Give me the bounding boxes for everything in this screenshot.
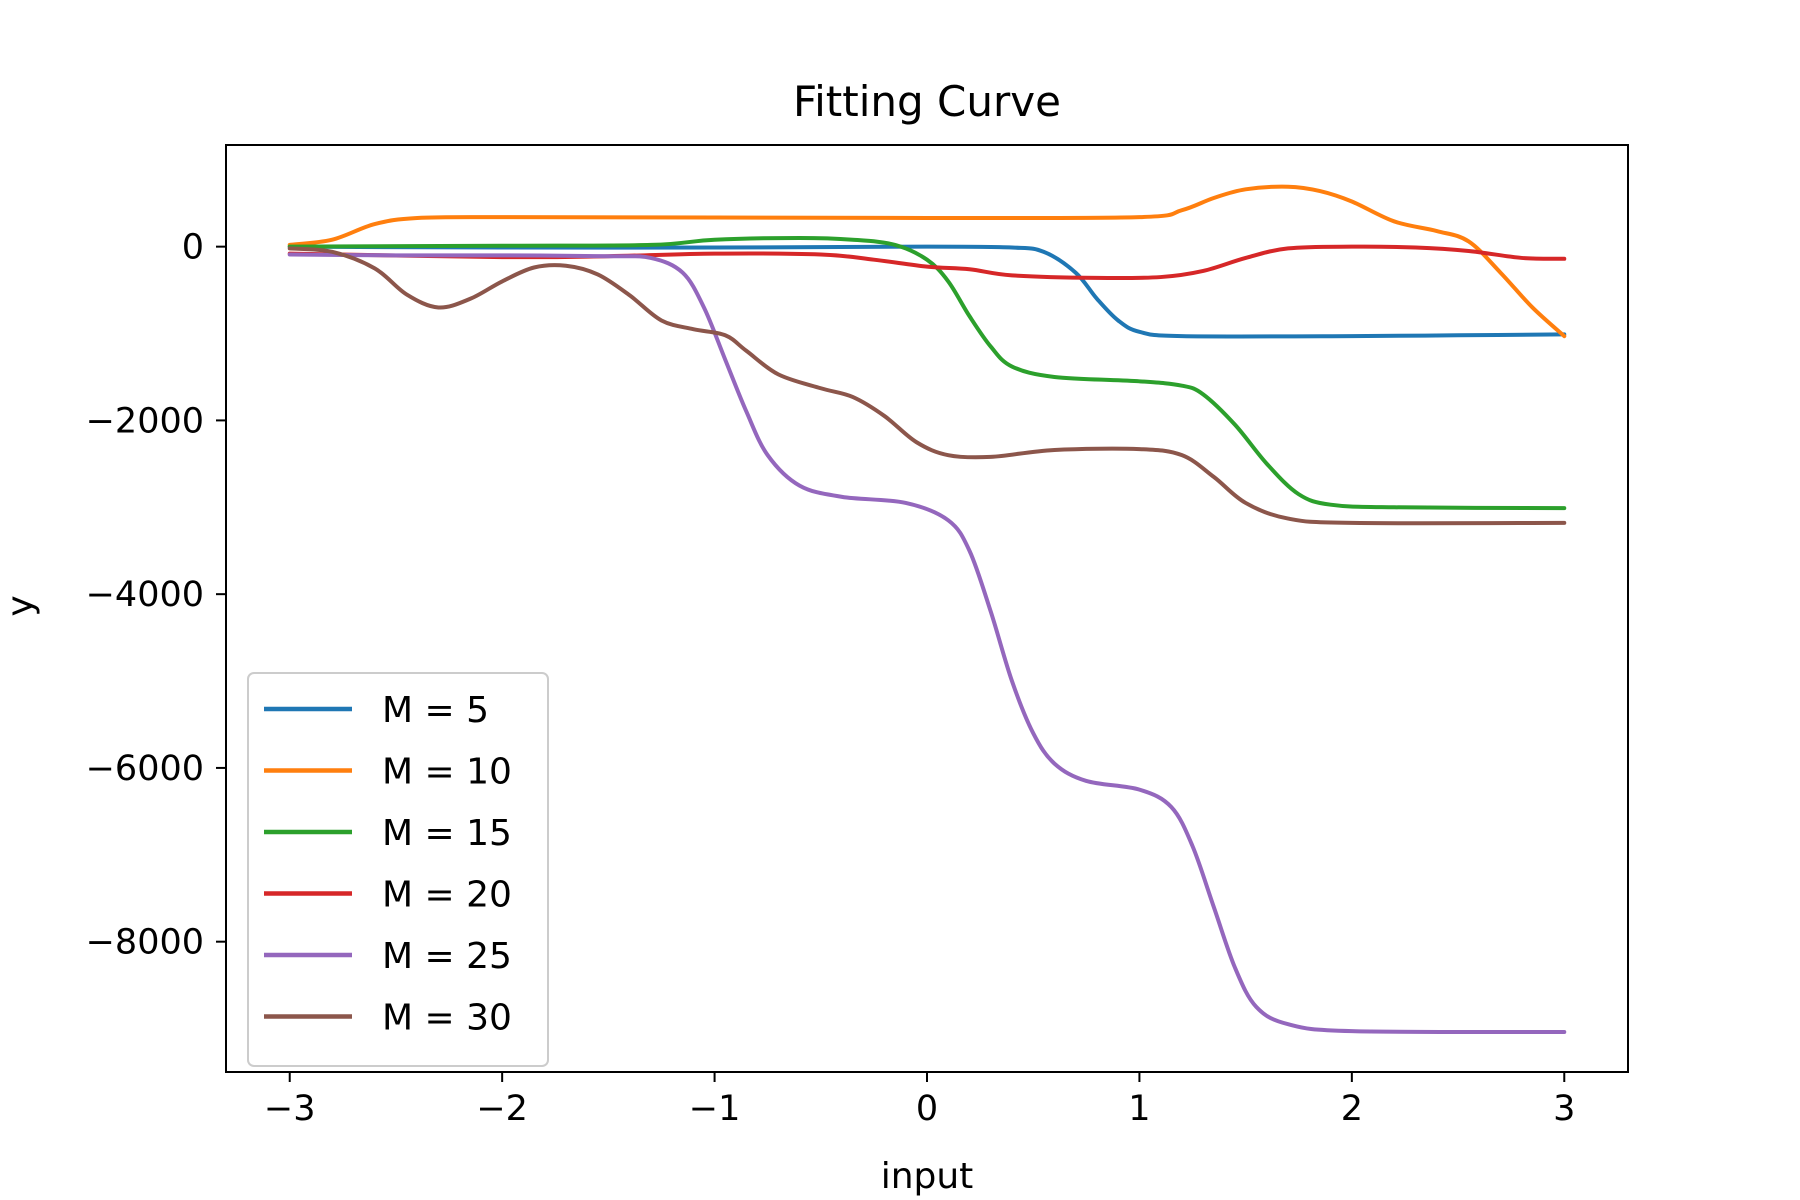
legend-label: M = 5 <box>382 690 489 731</box>
legend-label: M = 10 <box>382 752 512 793</box>
x-tick-label: −2 <box>476 1089 528 1129</box>
x-tick-label: 3 <box>1553 1089 1575 1129</box>
y-tick-label: −2000 <box>86 401 204 441</box>
series-line-3 <box>287 235 1567 511</box>
x-axis: −3 −2 −1 0 1 2 3 <box>264 1072 1575 1129</box>
y-tick-label: −8000 <box>86 923 204 963</box>
chart-title: Fitting Curve <box>793 77 1061 126</box>
x-tick-label: −1 <box>689 1089 741 1129</box>
y-tick-label: −6000 <box>86 749 204 789</box>
series-line-2 <box>287 184 1567 339</box>
legend-label: M = 20 <box>382 875 512 916</box>
y-axis: 0 −2000 −4000 −6000 −8000 <box>86 228 226 963</box>
y-tick-label: −4000 <box>86 575 204 615</box>
series-line-1 <box>287 244 1567 339</box>
legend-label: M = 15 <box>382 813 512 854</box>
legend-label: M = 25 <box>382 936 512 977</box>
series-line-5 <box>287 252 1567 1035</box>
y-axis-label: y <box>0 595 41 616</box>
x-tick-label: −3 <box>264 1089 316 1129</box>
legend-label: M = 30 <box>382 998 512 1039</box>
x-axis-label: input <box>881 1156 974 1197</box>
x-tick-label: 2 <box>1341 1089 1363 1129</box>
y-tick-label: 0 <box>182 228 204 268</box>
series-line-6 <box>287 246 1567 526</box>
x-tick-label: 0 <box>916 1089 938 1129</box>
x-tick-label: 1 <box>1128 1089 1150 1129</box>
lines-layer <box>287 184 1567 1035</box>
legend: M = 5 M = 10 M = 15 M = 20 M = 25 M = 30 <box>247 672 549 1067</box>
